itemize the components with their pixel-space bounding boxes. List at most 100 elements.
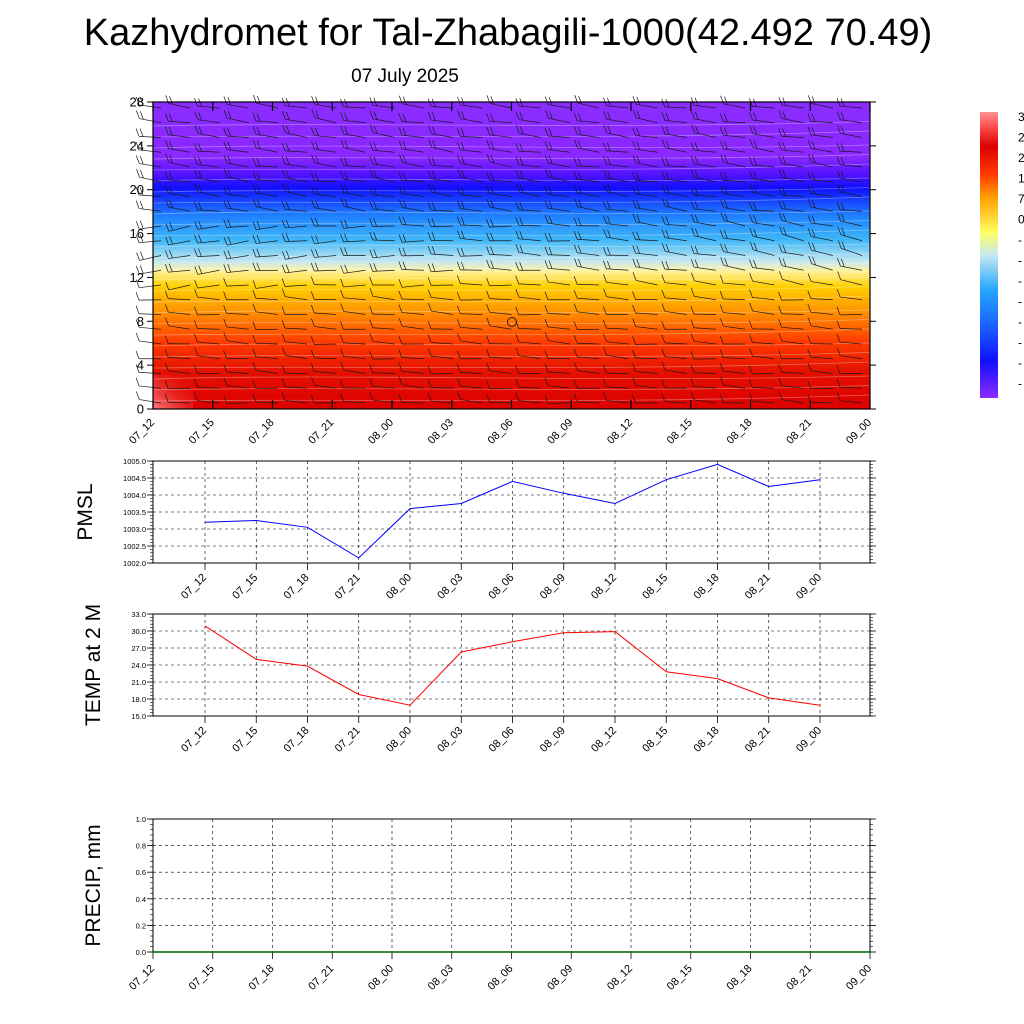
wind-barb bbox=[486, 126, 512, 138]
wind-barb bbox=[165, 140, 191, 153]
wind-barb bbox=[720, 243, 746, 256]
wind-barb bbox=[252, 184, 278, 197]
wind-barb bbox=[808, 242, 833, 256]
wind-barb bbox=[749, 289, 775, 301]
wind-barb bbox=[603, 142, 629, 153]
contour-line bbox=[152, 196, 871, 204]
wind-barb bbox=[486, 362, 512, 374]
wind-barb bbox=[544, 186, 570, 197]
wind-barb bbox=[778, 186, 804, 197]
wind-barb bbox=[719, 172, 746, 183]
wind-barb bbox=[223, 186, 249, 197]
wind-barb bbox=[661, 215, 687, 227]
wind-barb bbox=[661, 334, 687, 345]
wind-barb bbox=[311, 248, 337, 258]
wind-barb bbox=[135, 364, 162, 374]
wind-barb bbox=[456, 350, 483, 360]
wind-barb bbox=[457, 319, 483, 330]
wind-barb bbox=[573, 290, 600, 301]
wind-barb bbox=[456, 261, 483, 271]
wind-barb bbox=[632, 213, 658, 227]
wind-barb bbox=[223, 264, 249, 273]
wind-barb bbox=[165, 317, 191, 330]
wind-barb bbox=[603, 156, 629, 168]
wind-barb bbox=[632, 258, 658, 271]
x-tick-label: 08_15 bbox=[640, 572, 670, 602]
wind-barb bbox=[486, 380, 512, 389]
x-tick-label: 09_00 bbox=[794, 572, 824, 602]
wind-barb bbox=[632, 109, 658, 124]
heatmap-y-tick-labels: 0 4 8 12 16 20 24 28 bbox=[130, 95, 144, 417]
wind-barb bbox=[369, 333, 395, 345]
wind-barb bbox=[398, 261, 424, 271]
wind-barb bbox=[603, 260, 629, 271]
wind-barb bbox=[837, 271, 863, 286]
chart-title: Kazhydromet for Tal-Zhabagili-1000(42.49… bbox=[83, 12, 933, 54]
wind-barb bbox=[398, 185, 424, 197]
wind-barb bbox=[223, 127, 249, 138]
wind-barb bbox=[486, 277, 512, 287]
x-tick-label: 07_21 bbox=[306, 963, 336, 993]
wind-barb bbox=[515, 347, 541, 360]
wind-barb bbox=[398, 376, 424, 389]
x-tick-label: 08_21 bbox=[784, 963, 814, 993]
wind-barb bbox=[544, 395, 570, 404]
wind-barb bbox=[457, 275, 483, 286]
wind-barb bbox=[836, 170, 863, 183]
wind-barb bbox=[136, 251, 162, 261]
y-axis-label: TEMP at 2 M bbox=[82, 604, 105, 726]
wind-barb bbox=[720, 229, 746, 242]
contour-line bbox=[152, 385, 871, 391]
wind-barb bbox=[457, 141, 483, 153]
wind-barb bbox=[194, 142, 220, 153]
wind-barb bbox=[779, 226, 804, 242]
wind-barb bbox=[223, 332, 249, 345]
wind-barb bbox=[486, 317, 512, 330]
wind-barb bbox=[836, 320, 863, 330]
wind-barb bbox=[457, 200, 483, 212]
wind-barb bbox=[661, 229, 687, 242]
x-tick-label: 07_12 bbox=[127, 963, 157, 993]
wind-barb bbox=[281, 233, 308, 242]
x-tick-label: 08_12 bbox=[589, 725, 619, 755]
wind-barb bbox=[427, 392, 454, 404]
precipitation-panel: 0.0 0.2 0.4 0.6 0.8 1.0 07_12 07_15 07_18 07_21 08… bbox=[82, 815, 876, 993]
wind-barb bbox=[398, 127, 424, 138]
x-tick-label: 08_12 bbox=[605, 963, 635, 993]
wind-barb bbox=[807, 304, 833, 315]
colorbar-label: 2 bbox=[1018, 151, 1024, 165]
wind-barb bbox=[719, 363, 746, 374]
y-tick-label: 21.0 bbox=[131, 678, 146, 687]
heatmap-x-tick-labels: 07_12 07_15 07_18 07_21 08_00 08_03 08_06 08_09… bbox=[127, 417, 874, 447]
wind-barb bbox=[282, 183, 308, 197]
wind-barb bbox=[428, 139, 454, 153]
x-tick-label: 08_03 bbox=[426, 963, 456, 993]
wind-barb bbox=[690, 351, 716, 360]
wind-barb bbox=[544, 155, 570, 168]
wind-barb bbox=[661, 393, 687, 404]
wind-barb bbox=[340, 264, 366, 274]
wind-barb bbox=[661, 289, 687, 301]
wind-barb bbox=[632, 318, 658, 330]
wind-barb bbox=[223, 363, 249, 374]
wind-barb bbox=[573, 303, 600, 315]
x-tick-label: 07_21 bbox=[333, 572, 363, 602]
wind-barb bbox=[807, 362, 833, 374]
wind-barb bbox=[456, 364, 483, 374]
wind-barb bbox=[281, 288, 308, 301]
wind-barb bbox=[398, 363, 424, 374]
wind-barb bbox=[164, 380, 191, 389]
wind-barb bbox=[749, 156, 775, 168]
contour-line bbox=[152, 394, 871, 402]
wind-barb bbox=[690, 288, 717, 301]
wind-barb bbox=[457, 110, 483, 124]
wind-barb bbox=[165, 281, 191, 291]
y-tick-label: 0.6 bbox=[136, 868, 146, 877]
wind-barb bbox=[135, 128, 162, 138]
wind-barb bbox=[720, 185, 746, 197]
y-tick-label: 0.8 bbox=[136, 842, 146, 851]
wind-barb bbox=[194, 265, 220, 275]
x-tick-label: 08_12 bbox=[589, 572, 619, 602]
y-tick-label: 0.0 bbox=[136, 948, 146, 957]
wind-barb bbox=[603, 319, 629, 330]
